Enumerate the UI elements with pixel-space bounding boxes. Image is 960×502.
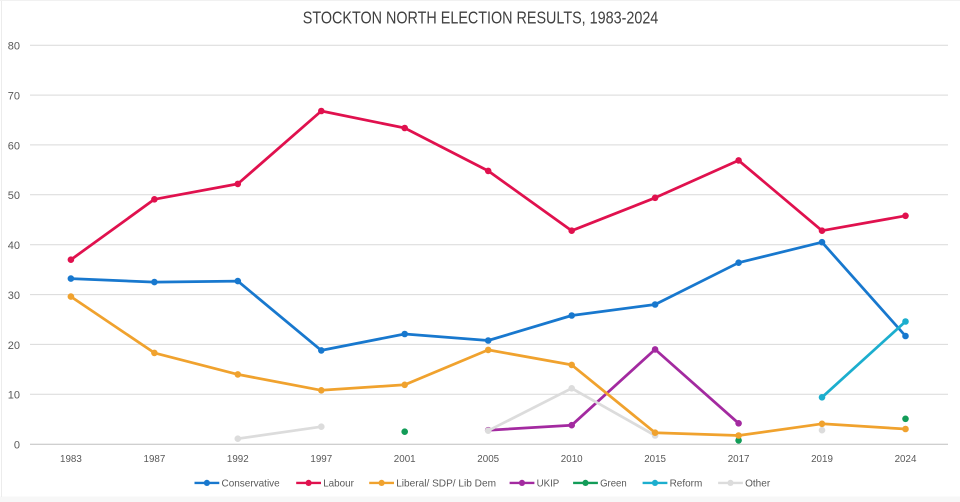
svg-text:10: 10 (8, 390, 20, 402)
svg-text:2010: 2010 (561, 454, 583, 465)
svg-text:1983: 1983 (60, 454, 82, 465)
svg-text:80: 80 (8, 41, 20, 53)
svg-text:0: 0 (14, 440, 20, 452)
svg-text:70: 70 (8, 91, 20, 103)
svg-text:2019: 2019 (811, 454, 833, 465)
svg-text:Green: Green (600, 478, 627, 489)
svg-text:1997: 1997 (310, 454, 332, 465)
svg-text:1987: 1987 (144, 454, 166, 465)
svg-text:2015: 2015 (644, 454, 666, 465)
svg-text:STOCKTON NORTH ELECTION RESULT: STOCKTON NORTH ELECTION RESULTS, 1983-20… (303, 8, 659, 28)
svg-text:20: 20 (8, 340, 20, 352)
svg-text:2005: 2005 (477, 454, 499, 465)
svg-text:Labour: Labour (323, 478, 354, 489)
svg-text:50: 50 (8, 190, 20, 202)
svg-text:2024: 2024 (895, 454, 917, 465)
svg-text:60: 60 (8, 140, 20, 152)
svg-text:Other: Other (745, 478, 771, 489)
svg-text:40: 40 (8, 240, 20, 252)
svg-text:2017: 2017 (728, 454, 750, 465)
svg-text:1992: 1992 (227, 454, 249, 465)
svg-text:Liberal/ SDP/ Lib Dem: Liberal/ SDP/ Lib Dem (396, 478, 496, 489)
svg-text:UKIP: UKIP (537, 478, 560, 489)
svg-text:Conservative: Conservative (222, 478, 281, 489)
svg-text:30: 30 (8, 290, 20, 302)
svg-text:Reform: Reform (670, 478, 703, 489)
svg-text:2001: 2001 (394, 454, 416, 465)
